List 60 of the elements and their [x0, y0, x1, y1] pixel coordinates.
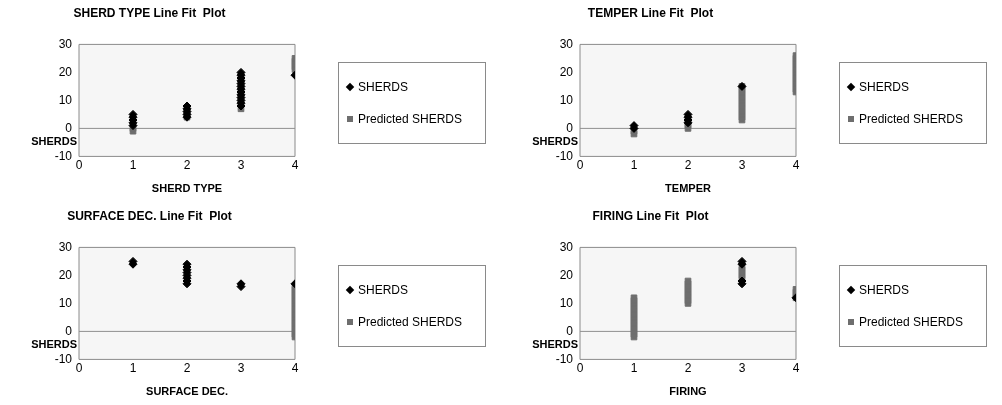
- y-tick-label: -10: [54, 148, 73, 163]
- legend-label: SHERDS: [358, 80, 409, 94]
- x-tick-label: 0: [576, 157, 584, 172]
- y-tick-label: -10: [555, 351, 574, 366]
- x-tick-label: 2: [183, 157, 191, 172]
- x-tick-label: 4: [792, 157, 800, 172]
- legend-label: Predicted SHERDS: [859, 112, 964, 126]
- chart-title: SURFACE DEC. Line Fit Plot: [67, 208, 232, 223]
- y-tick-label: 0: [65, 120, 73, 135]
- chart-title: SHERD TYPE Line Fit Plot: [73, 5, 226, 20]
- y-tick-label: 10: [559, 295, 574, 310]
- y-tick-label: 10: [58, 92, 73, 107]
- y-tick-label: 0: [566, 323, 574, 338]
- x-tick-label: 0: [75, 360, 83, 375]
- y-tick-label: 20: [58, 64, 73, 79]
- x-tick-label: 1: [129, 157, 137, 172]
- x-tick-label: 2: [183, 360, 191, 375]
- x-axis-title: SURFACE DEC.: [146, 385, 228, 398]
- x-tick-label: 3: [237, 360, 245, 375]
- x-tick-label: 3: [738, 360, 746, 375]
- legend-label: Predicted SHERDS: [358, 112, 463, 126]
- x-axis-title: SHERD TYPE: [151, 182, 223, 195]
- legend-label: SHERDS: [859, 283, 910, 297]
- chart-title: TEMPER Line Fit Plot: [587, 5, 714, 20]
- legend-label: Predicted SHERDS: [358, 315, 463, 329]
- y-tick-label: 30: [58, 239, 73, 254]
- y-tick-label: 20: [559, 267, 574, 282]
- x-tick-label: 1: [630, 157, 638, 172]
- x-tick-label: 0: [75, 157, 83, 172]
- y-tick-label: 0: [566, 120, 574, 135]
- y-tick-label: 20: [559, 64, 574, 79]
- x-tick-label: 2: [684, 360, 692, 375]
- x-axis-title: TEMPER: [665, 182, 711, 195]
- y-tick-label: -10: [555, 148, 574, 163]
- x-tick-label: 2: [684, 157, 692, 172]
- y-tick-label: 30: [58, 36, 73, 51]
- y-axis-title: SHERDS: [31, 135, 77, 148]
- x-tick-label: 4: [792, 360, 800, 375]
- y-tick-label: 0: [65, 323, 73, 338]
- x-axis-title: FIRING: [669, 385, 707, 398]
- x-tick-label: 1: [129, 360, 137, 375]
- y-tick-label: 30: [559, 36, 574, 51]
- x-tick-label: 4: [291, 157, 299, 172]
- y-tick-label: -10: [54, 351, 73, 366]
- legend-label: SHERDS: [859, 80, 910, 94]
- y-axis-title: SHERDS: [532, 135, 578, 148]
- y-axis-title: SHERDS: [532, 338, 578, 351]
- x-tick-label: 4: [291, 360, 299, 375]
- x-tick-label: 3: [738, 157, 746, 172]
- y-tick-label: 10: [58, 295, 73, 310]
- legend-label: SHERDS: [358, 283, 409, 297]
- legend-label: Predicted SHERDS: [859, 315, 964, 329]
- x-tick-label: 0: [576, 360, 584, 375]
- y-tick-label: 30: [559, 239, 574, 254]
- x-tick-label: 1: [630, 360, 638, 375]
- y-axis-title: SHERDS: [31, 338, 77, 351]
- y-tick-label: 10: [559, 92, 574, 107]
- chart-title: FIRING Line Fit Plot: [592, 208, 709, 223]
- x-tick-label: 3: [237, 157, 245, 172]
- y-tick-label: 20: [58, 267, 73, 282]
